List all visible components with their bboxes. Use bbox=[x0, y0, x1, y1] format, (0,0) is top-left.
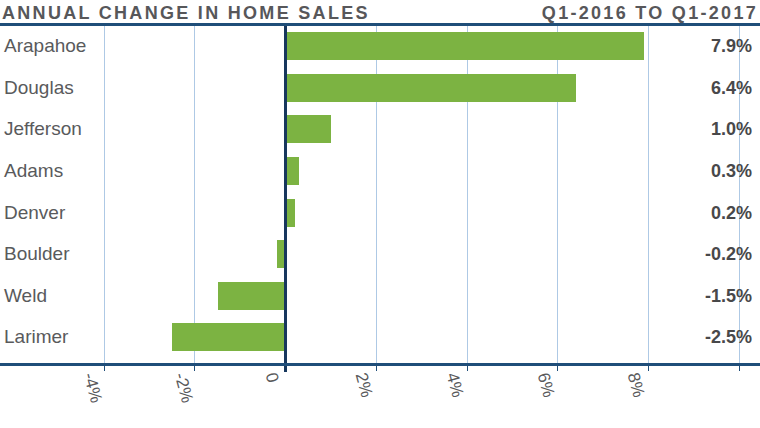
x-tick bbox=[739, 366, 740, 371]
value-label-larimer: -2.5% bbox=[705, 327, 752, 348]
row-label-larimer: Larimer bbox=[4, 326, 68, 348]
bar-douglas bbox=[286, 74, 576, 102]
row-label-jefferson: Jefferson bbox=[4, 118, 82, 140]
value-label-douglas: 6.4% bbox=[711, 78, 752, 99]
value-label-weld: -1.5% bbox=[705, 286, 752, 307]
zero-baseline bbox=[284, 26, 287, 363]
x-tick-label: -4% bbox=[81, 371, 105, 405]
x-tick bbox=[467, 366, 468, 371]
value-label-arapahoe: 7.9% bbox=[711, 36, 752, 57]
x-tick bbox=[284, 366, 287, 372]
bar-arapahoe bbox=[286, 32, 644, 60]
bar-larimer bbox=[172, 323, 285, 351]
x-tick bbox=[376, 366, 377, 371]
x-tick-label: 6% bbox=[534, 371, 557, 399]
header-rule bbox=[0, 23, 760, 26]
x-tick-label: 2% bbox=[353, 371, 376, 399]
x-tick bbox=[194, 366, 195, 371]
gridline bbox=[739, 26, 740, 363]
chart-period: Q1-2016 TO Q1-2017 bbox=[542, 3, 758, 23]
value-label-adams: 0.3% bbox=[711, 161, 752, 182]
x-tick bbox=[648, 366, 649, 371]
row-label-adams: Adams bbox=[4, 160, 63, 182]
x-tick-label: 4% bbox=[444, 371, 467, 399]
row-label-arapahoe: Arapahoe bbox=[4, 35, 86, 57]
x-tick-label: -2% bbox=[172, 371, 196, 405]
row-label-denver: Denver bbox=[4, 202, 65, 224]
x-tick bbox=[557, 366, 558, 371]
gridline bbox=[104, 26, 105, 363]
chart-panel: ANNUAL CHANGE IN HOME SALES Q1-2016 TO Q… bbox=[0, 0, 760, 428]
bar-weld bbox=[218, 282, 286, 310]
row-label-douglas: Douglas bbox=[4, 77, 74, 99]
chart-title: ANNUAL CHANGE IN HOME SALES bbox=[2, 3, 370, 23]
gridline bbox=[648, 26, 649, 363]
x-tick-label: 8% bbox=[625, 371, 648, 399]
value-label-denver: 0.2% bbox=[711, 203, 752, 224]
x-axis-line bbox=[0, 363, 760, 366]
x-tick bbox=[104, 366, 105, 371]
bar-adams bbox=[286, 157, 300, 185]
value-label-boulder: -0.2% bbox=[705, 244, 752, 265]
row-label-weld: Weld bbox=[4, 285, 47, 307]
gridline bbox=[194, 26, 195, 363]
bar-jefferson bbox=[286, 115, 331, 143]
value-label-jefferson: 1.0% bbox=[711, 119, 752, 140]
row-label-boulder: Boulder bbox=[4, 243, 70, 265]
x-tick-label: 0 bbox=[262, 371, 281, 385]
